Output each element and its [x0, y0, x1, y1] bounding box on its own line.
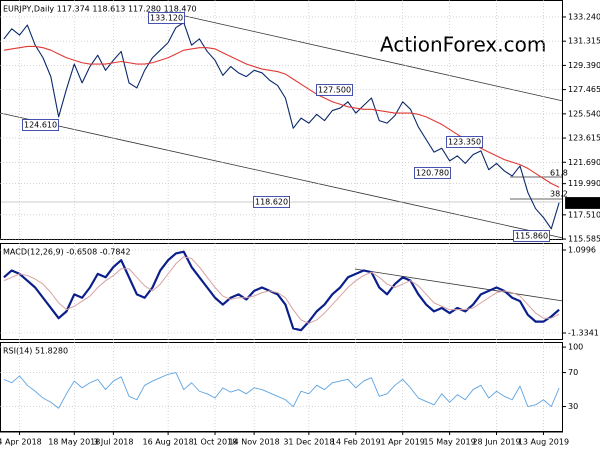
- x-tick-label: 13 Aug 2019: [518, 438, 569, 447]
- annotation-box: [513, 230, 550, 242]
- y-tick-label: 119.990: [568, 179, 600, 188]
- y-tick-label: 117.510: [568, 210, 600, 219]
- x-tick-label: 14 Nov 2018: [229, 438, 280, 447]
- panel-title: RSI(14) 51.8280: [3, 347, 68, 356]
- y-tick-label: 131.315: [568, 37, 600, 46]
- x-tick-label: 28 Jun 2019: [472, 438, 520, 447]
- x-tick-label: 15 May 2019: [424, 438, 476, 447]
- y-tick-label: 133.240: [568, 12, 600, 21]
- annotation: 118.470: [565, 197, 600, 209]
- annotation-box: [148, 12, 185, 24]
- annotation-label: 118.470: [567, 199, 600, 208]
- y-tick-label: 127.465: [568, 85, 600, 94]
- annotation-box: [22, 119, 59, 131]
- y-tick-label: 100: [568, 343, 583, 352]
- annotation: 133.120: [148, 12, 185, 24]
- annotation: 61.8: [550, 169, 568, 178]
- annotation-label: 61.8: [550, 169, 568, 178]
- annotation-label: 124.610: [24, 121, 57, 130]
- trendlines: [0, 15, 564, 302]
- annotation-box: [316, 84, 353, 96]
- series-line: [3, 21, 560, 230]
- y-tick-label: 30: [568, 402, 578, 411]
- y-tick-label: 125.540: [568, 109, 600, 118]
- x-tick-label: 1 Oct 2018: [193, 438, 237, 447]
- series-line: [3, 256, 560, 324]
- panel-title: MACD(12,26,9) -0.6508 -0.7842: [3, 248, 131, 257]
- annotation-box: [414, 167, 451, 179]
- y-tick-label: 70: [568, 368, 578, 377]
- y-tick-label: 1.0996: [568, 246, 596, 255]
- y-tick-label: 123.615: [568, 134, 600, 143]
- annotation-box: [253, 196, 290, 208]
- x-tick-label: 16 Aug 2018: [142, 438, 193, 447]
- annotation-label: 127.500: [318, 86, 351, 95]
- annotation-label: 115.860: [515, 232, 548, 241]
- panel-title: EURJPY,Daily 117.374 118.613 117.280 118…: [3, 5, 197, 14]
- annotation: 123.350: [446, 136, 483, 148]
- y-tick-label: 121.690: [568, 158, 600, 167]
- x-tick-label: 31 Dec 2018: [283, 438, 334, 447]
- y-tick-label: 115.585: [568, 235, 600, 244]
- x-tick-label: 1 Apr 2019: [381, 438, 425, 447]
- annotation: 124.610: [22, 119, 59, 131]
- channel-lower: [0, 112, 564, 239]
- annotation: 118.620: [253, 196, 290, 208]
- annotation-label: 118.620: [255, 198, 288, 207]
- annotation: 120.780: [414, 167, 451, 179]
- series-line: [3, 372, 560, 409]
- x-tick-label: 3 Jul 2018: [93, 438, 133, 447]
- annotation-box: [565, 197, 600, 209]
- annotation-label: 120.780: [416, 169, 449, 178]
- y-tick-label: -1.3341: [568, 329, 599, 338]
- annotation-label: 38.2: [550, 190, 568, 199]
- x-tick-label: 14 Feb 2019: [331, 438, 381, 447]
- annotation-label: 123.350: [448, 138, 481, 147]
- panel-frame: [0, 0, 563, 240]
- annotation-label: 133.120: [150, 14, 183, 23]
- x-tick-label: 18 May 2018: [48, 438, 100, 447]
- annotation: 115.860: [513, 230, 550, 242]
- y-tick-label: 129.390: [568, 61, 600, 70]
- channel-upper: [184, 15, 564, 102]
- series-line: [3, 250, 560, 332]
- annotation: 38.2: [550, 190, 568, 199]
- annotation-box: [446, 136, 483, 148]
- x-tick-label: 4 Apr 2018: [0, 438, 42, 447]
- watermark: ActionForex.com: [380, 33, 546, 57]
- macd-trendline: [354, 268, 564, 302]
- panel-frame: [0, 243, 563, 340]
- annotation: 127.500: [316, 84, 353, 96]
